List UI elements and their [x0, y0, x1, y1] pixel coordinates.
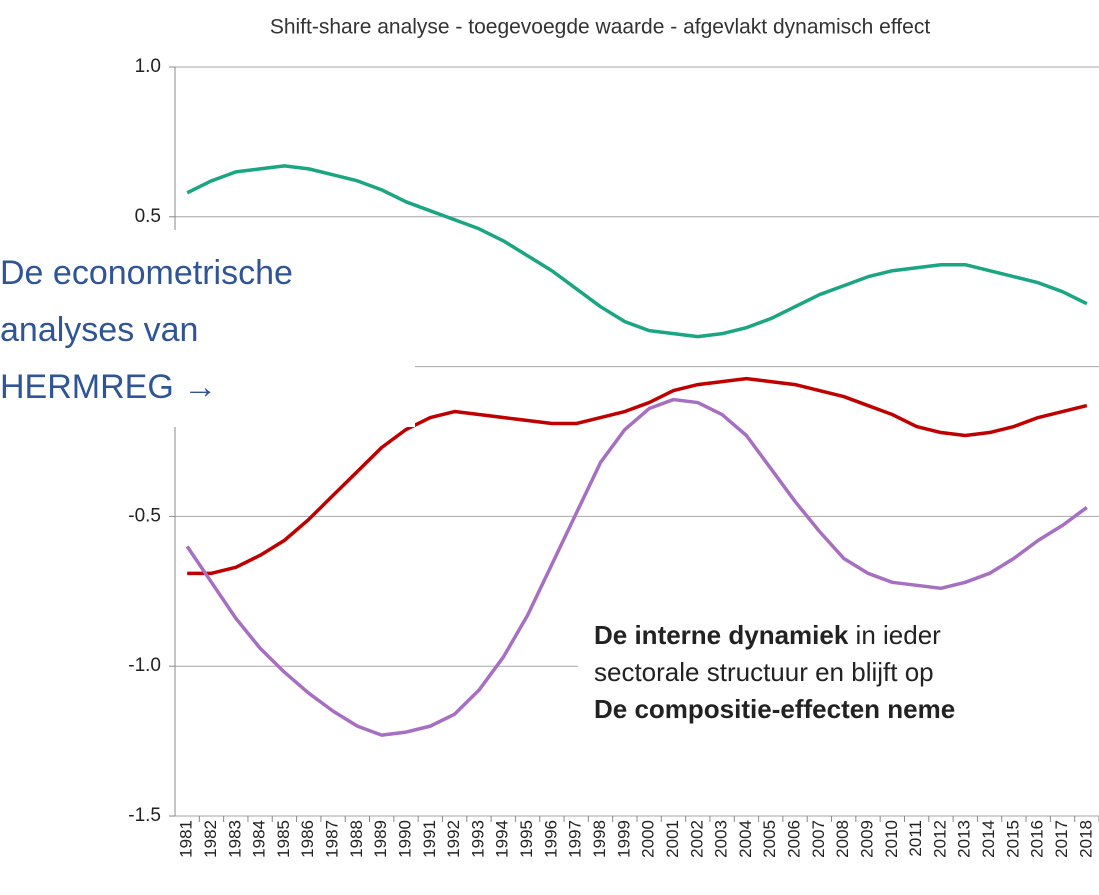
x-tick-label: 2009: [857, 820, 876, 858]
x-tick-label: 2000: [639, 820, 658, 858]
note-segment: in ieder: [848, 620, 941, 650]
x-tick-label: 1985: [274, 820, 293, 858]
x-tick-label: 2016: [1028, 820, 1047, 858]
x-tick-label: 2011: [906, 820, 925, 857]
x-tick-label: 1992: [444, 820, 463, 858]
series-line: [185, 397, 1088, 737]
x-tick-label: 1998: [590, 820, 609, 858]
series-line: [186, 164, 1088, 339]
x-tick-label: 2004: [736, 820, 755, 858]
x-tick-label: 2005: [760, 820, 779, 858]
x-tick-label: 2012: [930, 820, 949, 858]
x-tick-label: 2006: [785, 820, 804, 858]
note-line: sectorale structuur en blijft op: [594, 657, 934, 687]
x-tick-label: 1991: [420, 820, 439, 858]
x-tick-label: 2018: [1076, 820, 1095, 858]
x-tick-label: 2001: [663, 820, 682, 858]
x-tick-label: 2013: [955, 820, 974, 858]
x-tick-label: 2017: [1052, 820, 1071, 858]
note-line: analyses van: [0, 311, 198, 349]
y-tick-label: -1.5: [128, 805, 161, 826]
x-tick-label: 2008: [833, 820, 852, 858]
y-tick-label: 0.5: [135, 206, 161, 227]
x-tick-label: 2010: [882, 820, 901, 858]
x-tick-label: 1996: [541, 820, 560, 858]
x-tick-label: 1984: [250, 820, 269, 858]
note-box: [578, 612, 1099, 728]
note-box: [0, 230, 415, 427]
x-tick-label: 1999: [614, 820, 633, 858]
y-tick-label: 1.0: [135, 56, 161, 77]
x-tick-label: 2003: [712, 820, 731, 858]
y-tick-label: -0.5: [128, 505, 161, 526]
x-tick-label: 1993: [468, 820, 487, 858]
x-tick-label: 1983: [225, 820, 244, 858]
note-segment: De compositie-effecten neme: [594, 694, 955, 724]
note-line: De interne dynamiek in ieder: [594, 620, 941, 650]
x-tick-label: 2015: [1003, 820, 1022, 858]
x-tick-label: 1988: [347, 820, 366, 858]
x-tick-label: 1986: [298, 820, 317, 858]
x-tick-label: 1994: [493, 820, 512, 858]
note-segment: De interne dynamiek: [594, 620, 849, 650]
x-tick-label: 1990: [395, 820, 414, 858]
x-tick-label: 2014: [979, 820, 998, 858]
x-tick-label: 1989: [371, 820, 390, 858]
note-line: De compositie-effecten neme: [594, 694, 955, 724]
x-tick-label: 1982: [201, 820, 220, 858]
chart-title: Shift-share analyse - toegevoegde waarde…: [270, 16, 930, 39]
note-line: HERMREG →: [0, 368, 217, 406]
note-segment: sectorale structuur en blijft op: [594, 657, 934, 687]
x-tick-label: 2007: [809, 820, 828, 858]
note-line: De econometrische: [0, 254, 293, 292]
x-tick-label: 1987: [323, 820, 342, 858]
x-tick-label: 1981: [177, 820, 196, 858]
series-line: [187, 376, 1088, 576]
x-tick-label: 2002: [687, 820, 706, 858]
x-tick-label: 1995: [517, 820, 536, 858]
y-tick-label: -1.0: [128, 655, 161, 676]
x-tick-label: 1997: [566, 820, 585, 858]
